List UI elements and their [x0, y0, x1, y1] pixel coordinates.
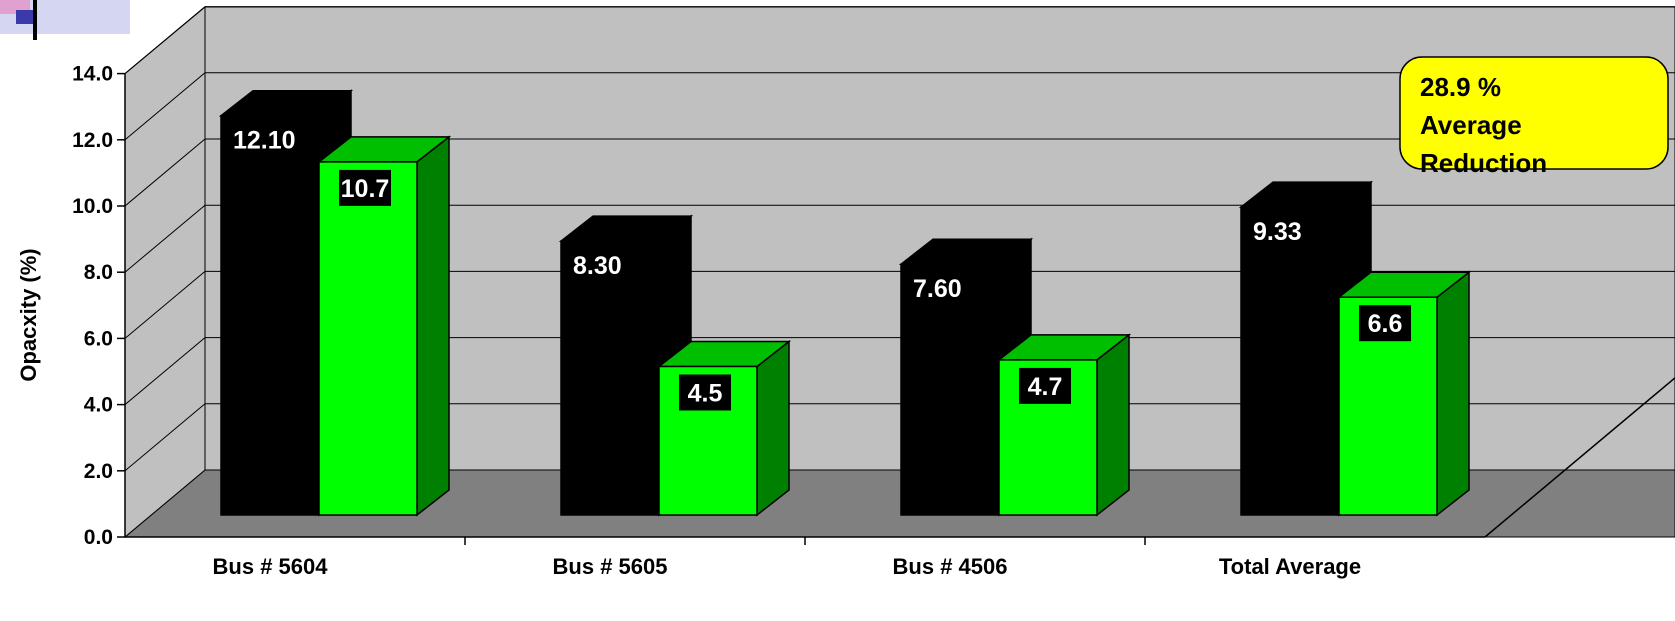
gridline-side: [124, 204, 206, 273]
bar-front: [220, 114, 320, 516]
data-label: 9.33: [1253, 218, 1302, 246]
logo-blue-block: [16, 10, 36, 24]
bar-side: [756, 339, 790, 517]
y-tick-label: 12.0: [72, 129, 113, 152]
bar: 6.6: [1336, 270, 1472, 517]
gridline-side: [124, 138, 206, 207]
data-label: 6.6: [1368, 310, 1403, 338]
corner-logo: [0, 0, 130, 40]
bar-front: [560, 240, 660, 516]
data-label: 10.7: [341, 175, 390, 203]
bars: 12.10 8.30 7.60 9.33 10.7 4.5 4.7 6.6: [218, 89, 1472, 517]
bar-side: [1436, 270, 1470, 517]
gridline-side: [124, 271, 206, 339]
data-label-box: [1019, 367, 1071, 404]
y-tick-label: 10.0: [72, 195, 113, 218]
bar-side: [416, 135, 450, 517]
data-label: 12.10: [233, 127, 296, 155]
y-tick-label: 0.0: [84, 526, 113, 549]
category-label: Bus # 4506: [893, 554, 1008, 579]
callout-line: Average: [1420, 110, 1522, 140]
data-label: 4.7: [1028, 373, 1063, 401]
data-label-box: [679, 374, 731, 411]
bar: 4.5: [656, 339, 792, 517]
bar-front: [1240, 206, 1340, 516]
reduction-callout: 28.9 % Average Reduction: [1399, 56, 1669, 178]
bar: 4.7: [996, 333, 1132, 517]
data-label: 4.5: [688, 380, 723, 408]
logo-bar: [33, 0, 37, 40]
category-labels: Bus # 5604 Bus # 5605 Bus # 4506 Total Aver…: [213, 554, 1362, 579]
side-wall: [124, 5, 206, 539]
bar: 10.7: [316, 135, 452, 517]
data-label-box: [1359, 305, 1411, 342]
y-tick-label: 14.0: [72, 63, 113, 86]
data-label: 8.30: [573, 252, 622, 280]
callout-line: Reduction: [1420, 148, 1547, 178]
floor-edge: [1484, 377, 1675, 538]
axes: [124, 73, 1675, 545]
y-tick-labels: 0.0 2.0 4.0 6.0 8.0 10.0 12.0 14.0: [72, 63, 113, 549]
gridline-side: [124, 72, 206, 141]
callout-line: 28.9 %: [1420, 72, 1501, 102]
callout-box: [1399, 56, 1669, 170]
category-label: Bus # 5604: [213, 554, 329, 579]
y-tick-label: 8.0: [84, 261, 113, 284]
y-axis-label: Opacxity (%): [16, 248, 41, 381]
gridline-side: [124, 6, 206, 74]
category-label: Total Average: [1219, 554, 1361, 579]
bar-side: [1096, 333, 1130, 517]
data-label: 7.60: [913, 275, 962, 303]
y-tick-label: 4.0: [84, 394, 113, 417]
y-tick-label: 2.0: [84, 460, 113, 483]
gridline-side: [124, 403, 206, 472]
gridline-side: [124, 337, 206, 405]
data-label-box: [339, 169, 391, 206]
y-tick-label: 6.0: [84, 327, 113, 350]
bar-front: [318, 161, 418, 516]
bar-front: [900, 263, 1000, 516]
category-label: Bus # 5605: [553, 554, 668, 579]
